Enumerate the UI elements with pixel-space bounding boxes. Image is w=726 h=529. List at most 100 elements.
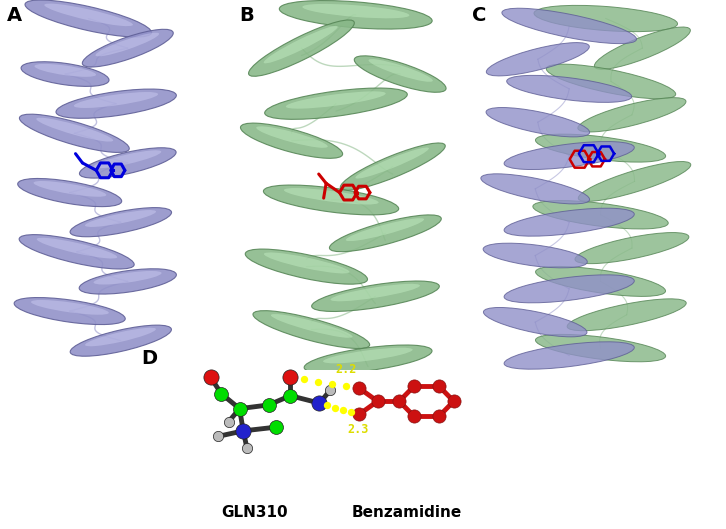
Point <box>322 401 333 409</box>
Text: B: B <box>240 5 255 24</box>
Ellipse shape <box>369 59 433 82</box>
Ellipse shape <box>33 181 106 197</box>
Ellipse shape <box>264 185 399 215</box>
Ellipse shape <box>340 143 445 190</box>
Point <box>408 412 420 420</box>
Ellipse shape <box>37 238 118 259</box>
Point <box>354 410 365 418</box>
Ellipse shape <box>25 0 152 37</box>
Point <box>354 384 365 393</box>
Ellipse shape <box>74 92 158 108</box>
Ellipse shape <box>85 328 156 346</box>
Ellipse shape <box>579 161 690 202</box>
Ellipse shape <box>265 88 407 120</box>
Point <box>338 406 349 414</box>
Ellipse shape <box>17 178 122 207</box>
Ellipse shape <box>79 269 176 294</box>
Ellipse shape <box>20 114 129 152</box>
Ellipse shape <box>82 29 174 67</box>
Ellipse shape <box>346 218 424 241</box>
Ellipse shape <box>264 252 349 273</box>
Point <box>212 432 224 441</box>
Point <box>285 373 296 381</box>
Ellipse shape <box>534 5 677 32</box>
Ellipse shape <box>56 89 176 118</box>
Point <box>326 380 338 388</box>
Ellipse shape <box>248 20 354 76</box>
Ellipse shape <box>486 43 590 76</box>
Point <box>433 412 445 420</box>
Point <box>325 386 336 395</box>
Ellipse shape <box>96 33 159 57</box>
Ellipse shape <box>483 243 587 268</box>
Point <box>241 443 253 452</box>
Ellipse shape <box>44 4 133 26</box>
Point <box>237 426 249 435</box>
Ellipse shape <box>533 200 668 229</box>
Ellipse shape <box>502 8 637 43</box>
Point <box>205 373 216 381</box>
Point <box>312 377 324 386</box>
Ellipse shape <box>284 188 378 205</box>
Text: D: D <box>142 350 158 368</box>
Point <box>270 423 282 432</box>
Ellipse shape <box>271 314 353 338</box>
Ellipse shape <box>575 233 689 263</box>
Ellipse shape <box>304 345 432 373</box>
Ellipse shape <box>330 284 420 302</box>
Point <box>223 417 234 426</box>
Ellipse shape <box>94 271 162 285</box>
Ellipse shape <box>311 281 439 312</box>
Point <box>346 408 357 416</box>
Ellipse shape <box>286 92 386 108</box>
Point <box>330 403 341 412</box>
Point <box>393 397 405 406</box>
Ellipse shape <box>19 235 134 269</box>
Ellipse shape <box>595 27 690 69</box>
Ellipse shape <box>36 118 113 142</box>
Text: 2.3: 2.3 <box>347 423 368 436</box>
Point <box>340 382 351 390</box>
Ellipse shape <box>70 207 171 237</box>
Ellipse shape <box>264 26 338 63</box>
Ellipse shape <box>354 56 446 92</box>
Point <box>216 389 227 398</box>
Ellipse shape <box>21 62 109 86</box>
Point <box>448 397 460 406</box>
Point <box>408 382 420 390</box>
Point <box>285 391 296 400</box>
Text: C: C <box>473 5 487 24</box>
Point <box>234 404 245 413</box>
Ellipse shape <box>546 64 676 99</box>
Ellipse shape <box>14 297 126 325</box>
Ellipse shape <box>356 148 429 179</box>
Ellipse shape <box>245 249 367 284</box>
Ellipse shape <box>504 275 635 303</box>
Ellipse shape <box>504 208 635 236</box>
Ellipse shape <box>70 325 171 356</box>
Ellipse shape <box>486 107 590 137</box>
Text: Benzamidine: Benzamidine <box>351 505 462 519</box>
Ellipse shape <box>567 299 686 331</box>
Ellipse shape <box>256 126 327 148</box>
Point <box>372 397 383 406</box>
Point <box>263 401 274 409</box>
Ellipse shape <box>94 150 161 168</box>
Ellipse shape <box>240 123 343 158</box>
Text: 2.2: 2.2 <box>335 363 356 377</box>
Ellipse shape <box>323 348 412 363</box>
Ellipse shape <box>31 300 109 315</box>
Point <box>314 399 325 407</box>
Text: GLN310: GLN310 <box>221 505 287 519</box>
Ellipse shape <box>536 134 666 162</box>
Point <box>433 382 445 390</box>
Ellipse shape <box>85 210 156 227</box>
Ellipse shape <box>280 1 432 29</box>
Text: A: A <box>7 5 22 24</box>
Ellipse shape <box>536 267 666 296</box>
Ellipse shape <box>253 311 370 349</box>
Ellipse shape <box>536 334 666 362</box>
Ellipse shape <box>507 75 632 103</box>
Ellipse shape <box>79 148 176 178</box>
Ellipse shape <box>578 98 686 132</box>
